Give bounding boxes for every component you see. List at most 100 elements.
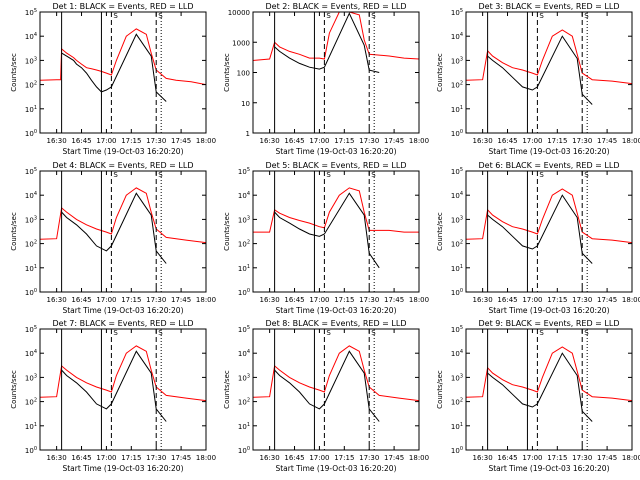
x-tick-label: 16:30 <box>473 454 493 462</box>
x-tick-label: 16:45 <box>71 454 91 462</box>
flag-marker: S <box>539 171 544 179</box>
y-tick-label: 102 <box>451 398 463 407</box>
x-tick-label: 17:45 <box>171 296 191 304</box>
y-tick-label: 104 <box>451 32 463 41</box>
x-tick-label: 17:15 <box>121 296 141 304</box>
flag-marker: S <box>326 171 331 179</box>
x-axis-label: Start Time (19-Oct-03 16:20:20) <box>488 306 609 315</box>
series-events-line <box>487 35 593 105</box>
series-lld-line <box>466 346 632 402</box>
y-tick-label: 100 <box>451 446 463 455</box>
y-axis-label: Counts/sec <box>436 370 444 409</box>
y-tick-label: 103 <box>25 56 37 65</box>
x-tick-label: 18:00 <box>622 296 640 304</box>
flag-marker: S <box>113 12 118 20</box>
flag-marker: S <box>371 329 376 337</box>
x-tick-label: 17:00 <box>96 454 116 462</box>
y-tick-label: 102 <box>25 398 37 407</box>
x-tick-label: 17:15 <box>547 454 567 462</box>
x-tick-label: 17:30 <box>359 137 379 145</box>
x-tick-label: 17:30 <box>146 454 166 462</box>
x-tick-label: 18:00 <box>622 137 640 145</box>
y-tick-label: 100 <box>25 288 37 297</box>
x-tick-label: 17:00 <box>96 296 116 304</box>
x-tick-label: 17:45 <box>597 137 617 145</box>
y-tick-label: 103 <box>25 215 37 224</box>
y-tick-label: 105 <box>451 167 463 176</box>
plot-frame <box>252 11 420 134</box>
series-events-line <box>274 192 380 269</box>
flag-marker: S <box>113 329 118 337</box>
plot-frame <box>39 170 207 293</box>
y-tick-label: 102 <box>451 81 463 90</box>
y-tick-label: 104 <box>451 349 463 358</box>
flag-marker: S <box>371 171 376 179</box>
x-tick-label: 17:30 <box>572 137 592 145</box>
series-events-line <box>274 350 380 422</box>
x-tick-label: 17:15 <box>334 296 354 304</box>
y-tick-label: 105 <box>25 8 37 17</box>
flag-marker: S <box>584 329 589 337</box>
panel-title: Det 6: BLACK = Events, RED = LLD <box>479 161 620 170</box>
x-tick-label: 16:45 <box>284 137 304 145</box>
series-events-line <box>487 352 593 422</box>
x-tick-label: 16:30 <box>473 137 493 145</box>
y-tick-label: 105 <box>451 8 463 17</box>
panel-title: Det 1: BLACK = Events, RED = LLD <box>53 2 194 11</box>
x-tick-label: 16:45 <box>71 137 91 145</box>
flag-marker: S <box>539 12 544 20</box>
y-tick-label: 100 <box>25 446 37 455</box>
x-tick-label: 17:15 <box>334 454 354 462</box>
x-tick-label: 16:45 <box>71 296 91 304</box>
y-tick-label: 103 <box>238 373 250 382</box>
y-tick-label: 100 <box>237 70 250 78</box>
y-tick-label: 103 <box>451 373 463 382</box>
y-tick-label: 105 <box>451 325 463 334</box>
x-tick-label: 16:30 <box>260 296 280 304</box>
y-axis-label: Counts/sec <box>10 212 18 251</box>
y-tick-label: 102 <box>238 398 250 407</box>
x-tick-label: 18:00 <box>409 454 429 462</box>
x-tick-label: 16:45 <box>497 454 517 462</box>
x-tick-label: 17:00 <box>309 454 329 462</box>
flag-marker: S <box>539 329 544 337</box>
x-tick-label: 17:00 <box>309 296 329 304</box>
y-tick-label: 101 <box>451 105 463 114</box>
series-lld-line <box>253 345 419 402</box>
flag-marker: S <box>158 12 163 20</box>
x-tick-label: 17:30 <box>146 296 166 304</box>
x-tick-label: 17:15 <box>334 137 354 145</box>
plot-frame <box>465 170 633 293</box>
x-tick-label: 17:00 <box>522 296 542 304</box>
x-tick-label: 18:00 <box>196 137 216 145</box>
y-tick-label: 101 <box>451 264 463 273</box>
x-axis-label: Start Time (19-Oct-03 16:20:20) <box>275 306 396 315</box>
x-tick-label: 16:45 <box>497 296 517 304</box>
x-tick-label: 17:45 <box>384 296 404 304</box>
x-tick-label: 17:30 <box>572 454 592 462</box>
x-axis-label: Start Time (19-Oct-03 16:20:20) <box>488 147 609 156</box>
y-tick-label: 105 <box>238 325 250 334</box>
flag-marker: S <box>326 329 331 337</box>
y-tick-label: 100 <box>238 288 250 297</box>
y-tick-label: 102 <box>238 240 250 249</box>
series-events-line <box>61 33 167 102</box>
x-axis-label: Start Time (19-Oct-03 16:20:20) <box>62 306 183 315</box>
x-axis-label: Start Time (19-Oct-03 16:20:20) <box>275 464 396 473</box>
y-tick-label: 101 <box>25 422 37 431</box>
flag-marker: S <box>371 12 376 20</box>
x-tick-label: 16:30 <box>260 454 280 462</box>
y-tick-label: 105 <box>238 167 250 176</box>
panel-title: Det 5: BLACK = Events, RED = LLD <box>266 161 407 170</box>
y-tick-label: 101 <box>25 264 37 273</box>
x-tick-label: 17:45 <box>384 454 404 462</box>
x-tick-label: 17:30 <box>359 296 379 304</box>
y-tick-label: 103 <box>451 56 463 65</box>
y-tick-label: 101 <box>238 264 250 273</box>
flag-marker: S <box>113 171 118 179</box>
y-tick-label: 104 <box>25 32 37 41</box>
